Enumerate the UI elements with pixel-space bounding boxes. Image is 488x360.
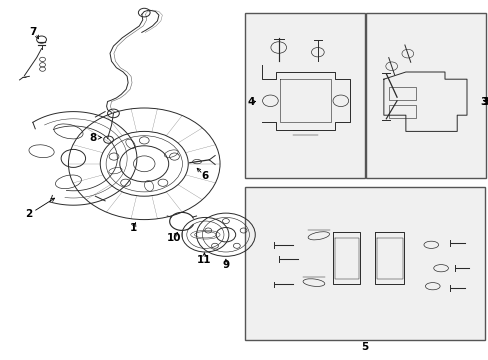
- Text: 7: 7: [29, 27, 37, 37]
- Text: 4: 4: [247, 96, 254, 107]
- Text: 11: 11: [197, 255, 211, 265]
- Text: 3: 3: [481, 96, 488, 107]
- Text: 6: 6: [202, 171, 208, 181]
- Bar: [245, 187, 484, 340]
- Bar: [365, 13, 485, 178]
- Text: 8: 8: [89, 132, 96, 143]
- Text: 1: 1: [129, 222, 136, 233]
- Text: 9: 9: [222, 260, 229, 270]
- Text: 5: 5: [361, 342, 368, 352]
- Text: 3: 3: [480, 96, 487, 107]
- Bar: [388, 87, 415, 100]
- Text: 10: 10: [166, 233, 181, 243]
- Text: 2: 2: [25, 209, 32, 219]
- Bar: [245, 13, 365, 178]
- Bar: [388, 105, 415, 118]
